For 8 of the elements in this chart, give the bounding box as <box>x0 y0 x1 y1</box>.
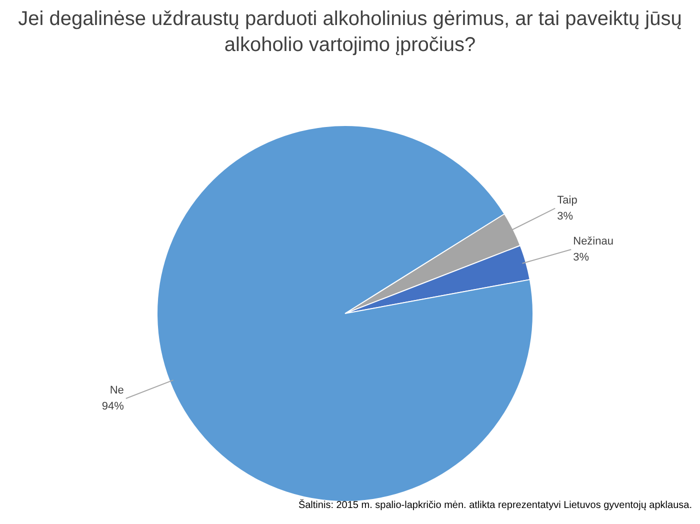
chart-title: Jei degalinėse uždraustų parduoti alkoholinius gėrimus, ar tai paveiktų jūsų alkoholio vartojimo įpročius? <box>17 7 683 58</box>
data-label: 3% <box>573 252 590 264</box>
slice-label: Ne <box>110 384 124 397</box>
slice-label: Nežinau <box>573 236 614 248</box>
data-label: 3% <box>557 210 574 222</box>
slice-label: Taip <box>557 194 578 206</box>
data-label: 94% <box>102 400 124 413</box>
text: Šaltinis: 2015 m. spalio-lapkričio mėn. atlikta reprezentatyvi Lietuvos gyventojų apklausa. <box>298 500 692 511</box>
